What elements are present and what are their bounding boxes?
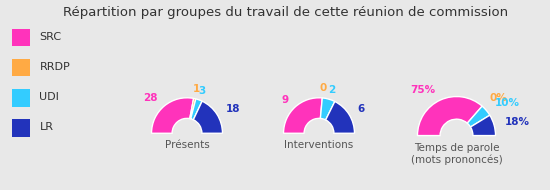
Text: Répartition par groupes du travail de cette réunion de commission: Répartition par groupes du travail de ce… [63, 6, 509, 19]
Text: 0%: 0% [490, 93, 508, 103]
Wedge shape [470, 115, 496, 136]
Wedge shape [151, 98, 194, 133]
Text: UDI: UDI [40, 92, 59, 102]
Text: 0: 0 [320, 83, 327, 93]
Text: 9: 9 [281, 95, 288, 105]
Bar [12, 89, 30, 107]
Wedge shape [191, 99, 202, 120]
Bar [12, 119, 30, 137]
Text: 10%: 10% [494, 98, 520, 108]
Wedge shape [468, 106, 490, 127]
Wedge shape [283, 98, 322, 133]
Wedge shape [194, 101, 223, 133]
Wedge shape [417, 97, 482, 136]
Text: 75%: 75% [411, 85, 436, 95]
Text: 18%: 18% [504, 117, 530, 127]
Text: LR: LR [40, 122, 53, 132]
Bar [12, 28, 30, 46]
Text: 2: 2 [328, 85, 335, 95]
Text: 6: 6 [358, 104, 365, 114]
Wedge shape [190, 98, 196, 119]
Text: RRDP: RRDP [40, 62, 70, 72]
Text: 28: 28 [144, 93, 158, 103]
Wedge shape [321, 98, 335, 120]
Text: Temps de parole
(mots prononcés): Temps de parole (mots prononcés) [411, 143, 502, 165]
Text: 1: 1 [193, 84, 201, 94]
Text: 3: 3 [199, 86, 206, 96]
Bar [12, 59, 30, 76]
Text: Présents: Présents [164, 140, 210, 150]
Text: SRC: SRC [40, 32, 62, 42]
Text: 18: 18 [226, 104, 240, 114]
Text: Interventions: Interventions [284, 140, 354, 150]
Wedge shape [326, 101, 355, 133]
